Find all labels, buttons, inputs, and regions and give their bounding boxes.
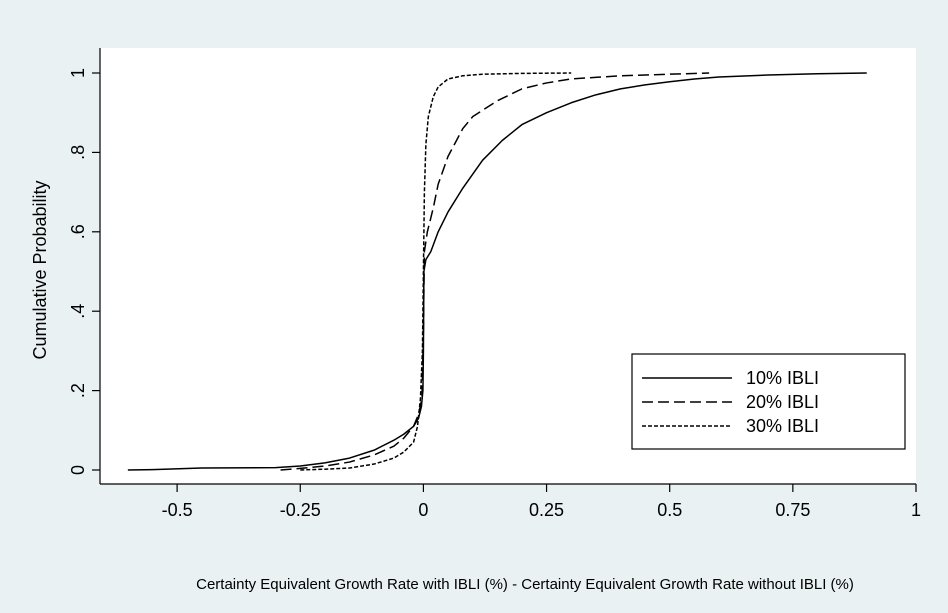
series-line-1 — [127, 72, 867, 471]
y-tick-label: 0 — [68, 465, 88, 475]
series-line-3 — [300, 72, 572, 471]
y-tick-label: 1 — [68, 68, 88, 78]
y-axis-title: Cumulative Probability — [30, 180, 50, 359]
y-tick-label: .4 — [68, 304, 88, 319]
x-tick-label: 0.75 — [775, 500, 810, 520]
x-tick-label: -0.5 — [162, 500, 193, 520]
y-tick-label: .8 — [68, 145, 88, 160]
y-tick-label: .6 — [68, 224, 88, 239]
x-tick-label: 0.5 — [657, 500, 682, 520]
legend-label-1: 10% IBLI — [746, 368, 819, 388]
legend: 10% IBLI 20% IBLI 30% IBLI — [631, 353, 906, 450]
x-tick-label: 1 — [911, 500, 921, 520]
series-layer — [127, 72, 867, 471]
x-tick-label: -0.25 — [280, 500, 321, 520]
legend-label-3: 30% IBLI — [746, 416, 819, 436]
series-line-2 — [280, 72, 710, 471]
axes-layer: -0.5 -0.25 0 0.25 0.5 0.75 1 0 .2 .4 .6 .8 1 — [68, 48, 921, 520]
x-tick-label: 0.25 — [529, 500, 564, 520]
y-tick-label: .2 — [68, 383, 88, 398]
legend-label-2: 20% IBLI — [746, 392, 819, 412]
x-tick-label: 0 — [418, 500, 428, 520]
x-axis-title: Certainty Equivalent Growth Rate with IB… — [196, 576, 854, 593]
